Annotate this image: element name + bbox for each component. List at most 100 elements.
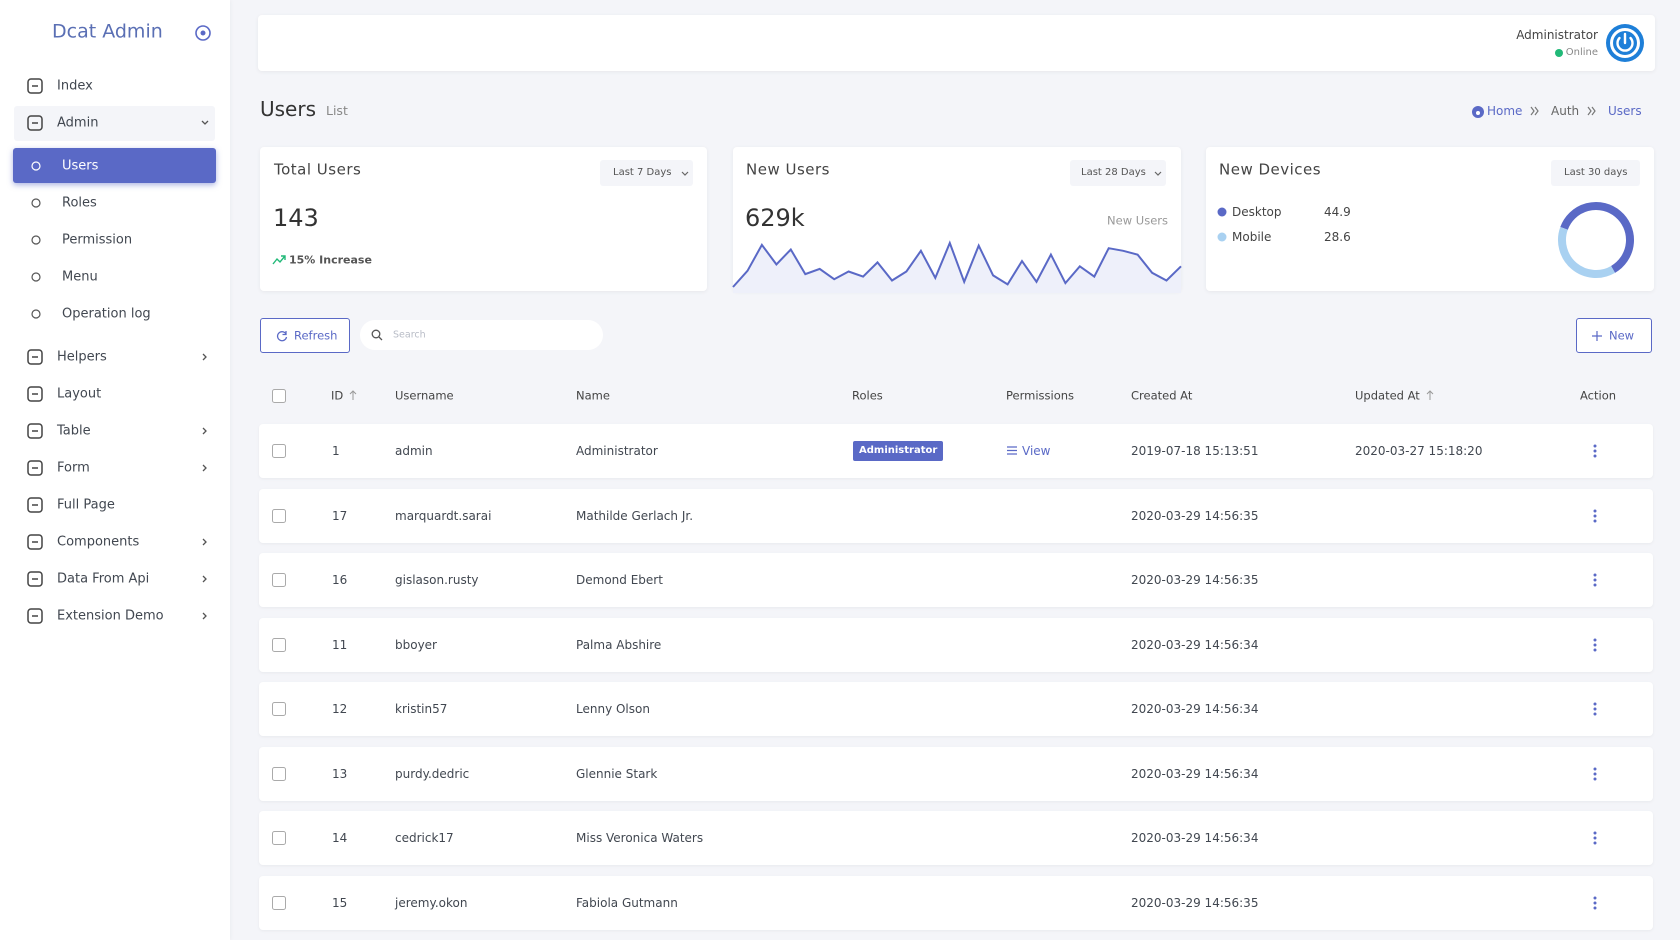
menu-chevron xyxy=(202,575,207,583)
column-header[interactable]: Updated At xyxy=(1355,388,1420,403)
row-actions[interactable] xyxy=(1592,509,1598,523)
row-actions[interactable] xyxy=(1592,831,1598,845)
brand[interactable]: Dcat Admin xyxy=(52,20,163,43)
menu-item[interactable]: Table xyxy=(57,423,91,439)
menu-item[interactable]: Extension Demo xyxy=(57,608,164,624)
range-label[interactable]: Last 30 days xyxy=(1564,167,1628,178)
dropdown-caret xyxy=(1154,171,1162,176)
cell-id: 14 xyxy=(332,831,348,845)
range-label[interactable]: Last 28 Days xyxy=(1081,167,1146,178)
legend-value: 44.9 xyxy=(1324,205,1351,219)
submenu-item[interactable]: Users xyxy=(62,158,99,174)
column-header: Action xyxy=(1580,388,1617,403)
role-badge: Administrator xyxy=(853,441,944,461)
new-button[interactable] xyxy=(1576,318,1652,353)
range-select[interactable] xyxy=(1070,160,1166,186)
menu-item[interactable]: Layout xyxy=(57,386,102,402)
new-label[interactable]: New xyxy=(1609,328,1635,343)
cell-username: admin xyxy=(395,444,433,458)
column-header: Roles xyxy=(852,388,883,403)
table-row xyxy=(259,811,1653,865)
cell-id: 1 xyxy=(332,444,340,458)
checkbox[interactable] xyxy=(272,766,287,782)
menu-icon xyxy=(27,386,43,402)
menu-item[interactable]: Full Page xyxy=(57,497,115,513)
cell-name: Administrator xyxy=(576,444,658,458)
refresh-button[interactable] xyxy=(260,318,350,353)
permissions-link[interactable]: View xyxy=(1022,444,1051,458)
legend-label: Desktop xyxy=(1232,205,1282,219)
column-header: Permissions xyxy=(1006,388,1075,403)
user-name[interactable]: Administrator xyxy=(1516,28,1598,42)
sort-icon[interactable] xyxy=(1426,390,1434,401)
checkbox[interactable] xyxy=(272,831,287,846)
cell-id: 13 xyxy=(332,766,348,781)
row-actions[interactable] xyxy=(1592,767,1598,781)
checkbox[interactable] xyxy=(272,508,287,524)
menu-item[interactable]: Data From Api xyxy=(57,571,150,587)
submenu-item[interactable]: Menu xyxy=(62,269,98,285)
search-box[interactable] xyxy=(360,320,603,350)
cell-created-at: 2020-03-29 14:56:35 xyxy=(1131,573,1259,587)
donut-chart xyxy=(1558,202,1634,278)
cell-created-at: 2020-03-29 14:56:34 xyxy=(1131,702,1259,716)
sparkline-area xyxy=(733,243,1181,293)
breadcrumb-item[interactable]: Home xyxy=(1487,104,1523,118)
row-actions[interactable] xyxy=(1592,638,1598,652)
cell-created-at: 2020-03-29 14:56:35 xyxy=(1131,508,1259,523)
card-title: Total Users xyxy=(274,160,362,179)
refresh-label[interactable]: Refresh xyxy=(294,328,338,343)
navbar xyxy=(258,15,1655,71)
cell-id: 11 xyxy=(332,637,348,652)
range-select[interactable] xyxy=(1551,160,1640,186)
cell-name: Lenny Olson xyxy=(576,702,650,716)
menu-item[interactable]: Components xyxy=(57,534,140,550)
cell-created-at: 2020-03-29 14:56:34 xyxy=(1131,637,1259,652)
cell-name: Palma Abshire xyxy=(576,637,662,652)
search-icon xyxy=(371,329,383,341)
menu-item[interactable]: Helpers xyxy=(57,349,107,365)
table-row xyxy=(259,553,1653,607)
checkbox[interactable] xyxy=(272,702,287,717)
menu-item[interactable]: Index xyxy=(57,78,93,94)
menu-icon xyxy=(27,534,43,550)
menu-item[interactable]: Admin xyxy=(57,115,99,131)
card-title: New Devices xyxy=(1219,160,1322,179)
submenu-icon xyxy=(31,235,41,245)
sidebar-toggle[interactable] xyxy=(194,24,212,42)
cell-id: 15 xyxy=(332,895,348,910)
menu-icon xyxy=(27,115,43,131)
table-row xyxy=(259,424,1653,478)
submenu-item[interactable]: Operation log xyxy=(62,306,151,322)
checkbox[interactable] xyxy=(272,389,287,404)
dropdown-caret xyxy=(681,171,689,176)
column-header[interactable]: ID xyxy=(331,388,344,403)
breadcrumb-item[interactable]: Auth xyxy=(1551,104,1580,118)
search-placeholder[interactable]: Search xyxy=(393,329,426,341)
row-actions[interactable] xyxy=(1592,896,1598,910)
submenu-icon xyxy=(31,198,41,208)
submenu-item[interactable]: Roles xyxy=(62,195,97,211)
range-label[interactable]: Last 7 Days xyxy=(613,167,672,178)
menu-icon xyxy=(27,349,43,365)
sort-icon[interactable] xyxy=(349,390,357,401)
menu-item[interactable]: Form xyxy=(57,460,90,476)
row-actions[interactable] xyxy=(1592,444,1598,458)
trend-icon xyxy=(272,255,286,265)
donut-segment xyxy=(1558,227,1616,278)
table-row xyxy=(259,875,1653,930)
cell-username: kristin57 xyxy=(395,702,448,716)
checkbox[interactable] xyxy=(272,573,287,588)
row-actions[interactable] xyxy=(1592,702,1598,716)
avatar[interactable] xyxy=(1605,23,1645,63)
submenu-item[interactable]: Permission xyxy=(62,232,133,248)
cell-created-at: 2020-03-29 14:56:34 xyxy=(1131,831,1259,845)
checkbox[interactable] xyxy=(272,895,287,911)
checkbox[interactable] xyxy=(272,444,287,459)
range-select[interactable] xyxy=(600,160,693,186)
card-label: New Users xyxy=(1107,213,1168,228)
list-icon xyxy=(1007,446,1017,455)
row-actions[interactable] xyxy=(1592,573,1598,587)
cell-username: marquardt.sarai xyxy=(395,508,492,523)
checkbox[interactable] xyxy=(272,637,287,653)
